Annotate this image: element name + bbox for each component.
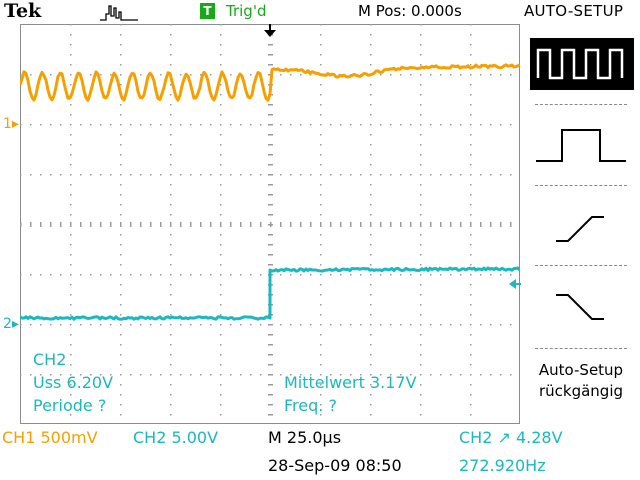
rising-edge-icon bbox=[552, 207, 612, 247]
undo-label-line1: Auto-Setup bbox=[522, 360, 640, 381]
horizontal-position: M Pos: 0.000s bbox=[358, 2, 462, 20]
menu-item-falling-edge[interactable] bbox=[522, 267, 640, 347]
measurement-periode: Periode ? bbox=[33, 396, 106, 415]
ch2-waveform bbox=[20, 268, 520, 319]
trigger-frequency: 272.920Hz bbox=[459, 456, 546, 475]
undo-autosetup-button[interactable]: Auto-Setup rückgängig bbox=[522, 360, 640, 410]
trigger-badge: T bbox=[200, 3, 215, 19]
measurement-channel: CH2 bbox=[33, 350, 66, 369]
menu-item-square-wave[interactable] bbox=[522, 24, 640, 104]
rising-edge-icon: ↗ bbox=[497, 428, 510, 447]
menu-divider bbox=[535, 348, 627, 349]
menu-item-rising-edge[interactable] bbox=[522, 187, 640, 265]
measurement-mittelwert: Mittelwert 3.17V bbox=[284, 373, 417, 392]
menu-divider bbox=[535, 265, 627, 266]
acquisition-icon bbox=[100, 4, 140, 22]
measurement-uss: Uss 6.20V bbox=[33, 373, 113, 392]
undo-label-line2: rückgängig bbox=[522, 381, 640, 402]
trigger-info[interactable]: CH2 ↗ 4.28V bbox=[459, 428, 563, 447]
square-wave-icon bbox=[530, 38, 634, 90]
ch1-scale[interactable]: CH1 500mV bbox=[2, 428, 98, 447]
measurement-freq: Freq. ? bbox=[284, 396, 337, 415]
menu-item-single-pulse[interactable] bbox=[522, 106, 640, 184]
datetime: 28-Sep-09 08:50 bbox=[268, 456, 402, 475]
trigger-level: 4.28V bbox=[516, 428, 563, 447]
falling-edge-icon bbox=[552, 285, 612, 325]
timebase[interactable]: M 25.0µs bbox=[268, 428, 341, 447]
ch2-ground-marker: 2▸ bbox=[3, 316, 19, 332]
ch2-scale[interactable]: CH2 5.00V bbox=[133, 428, 218, 447]
menu-divider bbox=[535, 104, 627, 105]
trigger-source: CH2 bbox=[459, 428, 492, 447]
ch1-waveform bbox=[20, 65, 520, 101]
trigger-status: Trig'd bbox=[226, 2, 266, 20]
trigger-level-marker bbox=[508, 277, 522, 291]
menu-title: AUTO-SETUP bbox=[524, 2, 623, 20]
brand-logo: Tek bbox=[4, 0, 41, 22]
single-pulse-icon bbox=[534, 126, 628, 166]
waveform-display bbox=[20, 24, 520, 424]
ch1-ground-marker: 1▸ bbox=[3, 116, 19, 132]
menu-divider bbox=[535, 185, 627, 186]
